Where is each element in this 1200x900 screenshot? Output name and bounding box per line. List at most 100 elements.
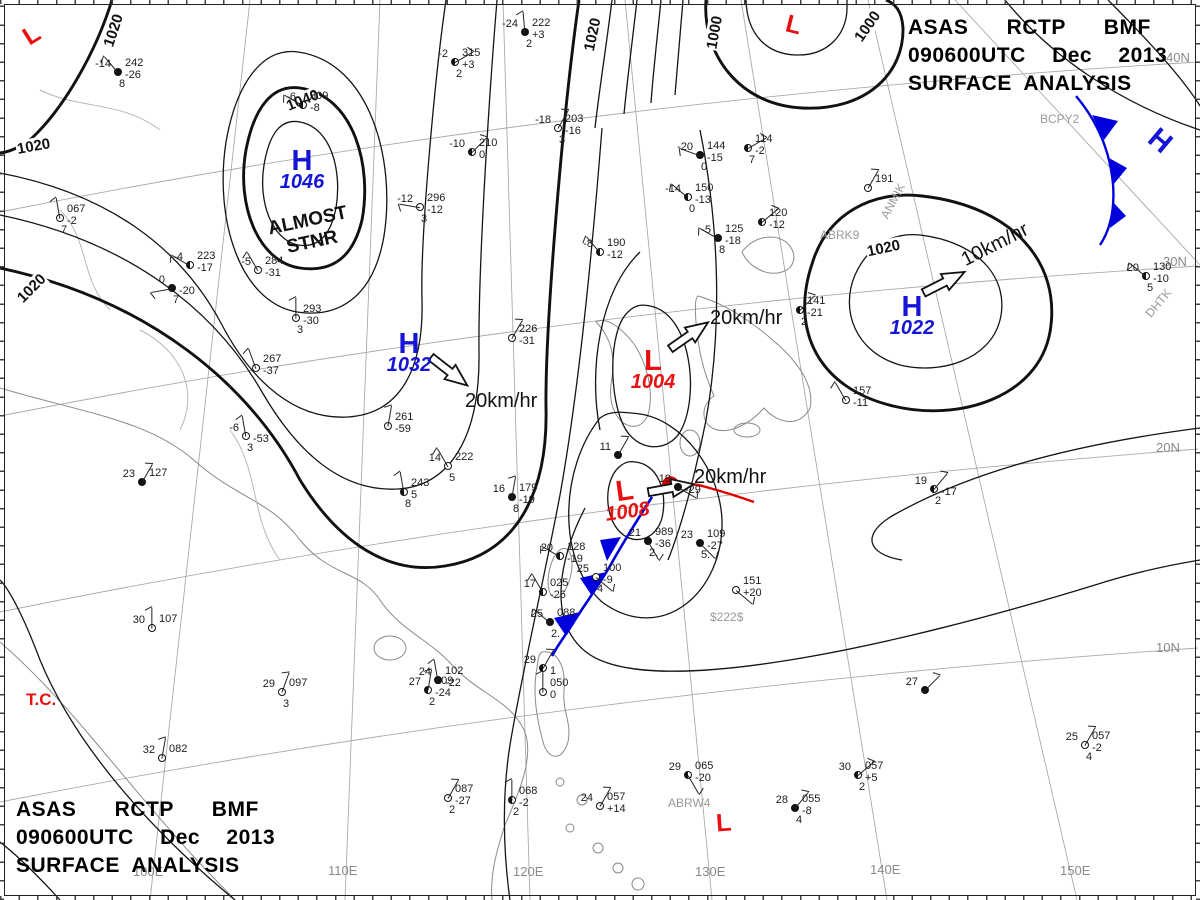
station-dewpoint: -18 (725, 235, 741, 247)
station-pressure: 065 (695, 760, 714, 772)
station-pressure: 057 (607, 791, 626, 803)
title-top-right: ASAS RCTP BMF 090600UTC Dec 2013 SURFACE… (908, 14, 1167, 98)
station-dewpoint: +20 (743, 587, 762, 599)
station-temp: -5 (241, 256, 251, 268)
station-temp: 27 (408, 676, 421, 688)
station-id-label: ABRW4 (668, 796, 711, 810)
station-pressure: 309 (310, 90, 329, 102)
pressure-value: 1032 (386, 354, 432, 376)
station-temp: -4 (173, 251, 183, 263)
title-line-2: 090600UTC Dec 2013 (908, 44, 1168, 67)
station-temp: 11 (599, 441, 611, 453)
station-extra: 2 (526, 38, 533, 50)
station-circle-icon (674, 483, 682, 491)
station-dewpoint: -9 (603, 574, 613, 586)
station-dewpoint: +14 (607, 803, 626, 815)
station-dewpoint: -36 (655, 538, 671, 550)
station-extra: 3 (421, 213, 428, 225)
station-pressure: 102 (445, 665, 464, 677)
low-mark-2: L (715, 808, 733, 838)
border-ticks-right (1196, 0, 1200, 900)
longitude-label-120E: 120E (513, 864, 544, 879)
station-pressure: 057 (865, 760, 884, 772)
longitude-label-100E: 100E (133, 864, 164, 879)
station-dewpoint: 1 (550, 665, 557, 677)
station-extra: 2 (429, 696, 436, 708)
station-temp: 29 (523, 654, 536, 666)
pressure-center-h1032: H 1032 (379, 330, 439, 376)
movement-arrow-icon (920, 270, 967, 298)
station-dewpoint: -20 (695, 772, 711, 784)
station-pressure: 109 (707, 528, 726, 540)
movement-speed-label: 20km/hr (694, 466, 767, 488)
station-dewpoint: +5 (865, 772, 878, 784)
station-pressure: 222 (455, 451, 474, 463)
station-dewpoint: -19 (567, 553, 583, 565)
station-dewpoint: -37 (263, 365, 279, 377)
station-dewpoint: -2 (755, 145, 765, 157)
station-extra: 2 (935, 495, 942, 507)
station-temp: 25 (576, 563, 589, 575)
station-pressure: 057 (1092, 730, 1111, 742)
station-dewpoint: -21 (807, 307, 823, 319)
station-temp: -5 (701, 224, 711, 236)
station-temp: 32 (142, 744, 155, 756)
station-pressure: 210 (479, 137, 498, 149)
station-dewpoint: -29 (685, 484, 701, 496)
station-extra: 3 (283, 698, 290, 710)
station-extra: 4 (796, 814, 803, 826)
pressure-center-l1004: L 1004 (623, 347, 683, 393)
station-pressure: 130 (1153, 261, 1172, 273)
station-pressure: 100 (603, 562, 622, 574)
station-extra: 7 (749, 154, 756, 166)
station-pressure: 114 (755, 133, 773, 145)
station-pressure: 261 (395, 411, 414, 423)
station-dewpoint: -53 (253, 433, 269, 445)
title-line-1: ASAS RCTP BMF (908, 16, 1151, 39)
station-temp: 0 (158, 274, 165, 286)
pressure-center-h1046: H 1046 (272, 147, 332, 193)
station-extra: 3 (297, 324, 304, 336)
station-extra: 8 (719, 244, 726, 256)
station-temp: -6 (286, 91, 296, 103)
station-dewpoint: -24 (435, 687, 451, 699)
station-pressure: 190 (607, 237, 626, 249)
station-pressure: 120 (769, 207, 788, 219)
wind-barb-icon (504, 778, 513, 801)
station-pressure: 989 (655, 526, 674, 538)
station-extra: 2. (649, 547, 659, 559)
station-temp: -6 (229, 422, 239, 434)
station-temp: 24 (580, 792, 593, 804)
station-temp: -14 (95, 58, 111, 70)
station-pressure: 127 (149, 467, 168, 479)
station-pressure: 150 (695, 182, 714, 194)
station-extra: 2 (859, 781, 866, 793)
latitude-label-30N: 30N (1163, 254, 1187, 269)
station-circle-icon (732, 586, 740, 594)
station-id-label: $222$ (710, 610, 744, 624)
station-pressure: 128 (567, 541, 586, 553)
station-temp: -12 (397, 193, 413, 205)
station-pressure: 088 (557, 607, 576, 619)
station-dewpoint: -17 (941, 486, 957, 498)
station-dewpoint: -27 (455, 795, 471, 807)
movement-arrows (427, 270, 967, 499)
station-dewpoint: -8 (310, 102, 320, 114)
station-extra: 2 (513, 806, 520, 818)
longitude-label-110E: 110E (328, 863, 358, 878)
station-dewpoint: -11 (853, 397, 869, 409)
station-dewpoint: 0 (479, 149, 486, 161)
station-dewpoint: -19 (519, 494, 535, 506)
station-pressure: 068 (519, 785, 538, 797)
station-pressure: 107 (159, 613, 178, 625)
station-extra: 4 (1086, 751, 1093, 763)
station-dewpoint: -26 (550, 589, 566, 601)
station-pressure: 087 (455, 783, 474, 795)
movement-speed-label: 20km/hr (710, 307, 783, 329)
station-pressure: 223 (197, 250, 216, 262)
station-temp: -10 (449, 138, 465, 150)
movement-arrow-icon (666, 321, 710, 354)
station-temp: -14 (665, 183, 681, 195)
station-extra: 5. (701, 549, 711, 561)
